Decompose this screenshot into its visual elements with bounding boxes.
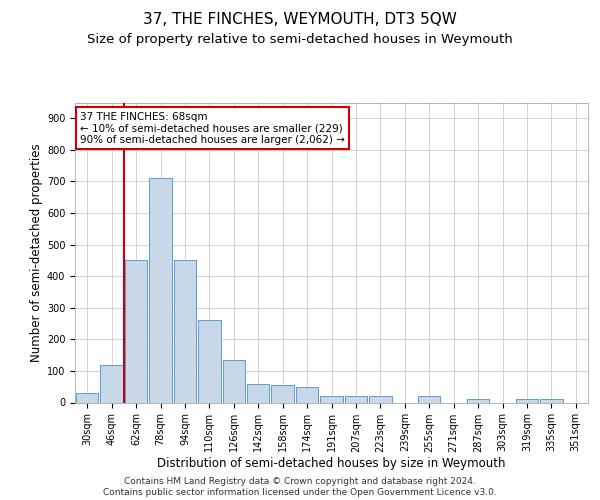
Bar [418, 396, 440, 402]
Bar [223, 360, 245, 403]
Bar [149, 178, 172, 402]
Bar [320, 396, 343, 402]
Text: Size of property relative to semi-detached houses in Weymouth: Size of property relative to semi-detach… [87, 32, 513, 46]
Bar [198, 320, 221, 402]
Bar [271, 385, 294, 402]
Bar [100, 364, 123, 403]
Bar [173, 260, 196, 402]
Bar [76, 393, 98, 402]
Text: 37, THE FINCHES, WEYMOUTH, DT3 5QW: 37, THE FINCHES, WEYMOUTH, DT3 5QW [143, 12, 457, 28]
Bar [344, 396, 367, 402]
Bar [467, 400, 490, 402]
Y-axis label: Number of semi-detached properties: Number of semi-detached properties [29, 143, 43, 362]
Bar [369, 396, 392, 402]
Bar [540, 400, 563, 402]
Bar [515, 400, 538, 402]
Bar [247, 384, 269, 402]
Text: 37 THE FINCHES: 68sqm
← 10% of semi-detached houses are smaller (229)
90% of sem: 37 THE FINCHES: 68sqm ← 10% of semi-deta… [80, 112, 345, 144]
Text: Contains HM Land Registry data © Crown copyright and database right 2024.
Contai: Contains HM Land Registry data © Crown c… [103, 478, 497, 497]
Bar [296, 386, 319, 402]
X-axis label: Distribution of semi-detached houses by size in Weymouth: Distribution of semi-detached houses by … [157, 458, 506, 470]
Bar [125, 260, 148, 402]
